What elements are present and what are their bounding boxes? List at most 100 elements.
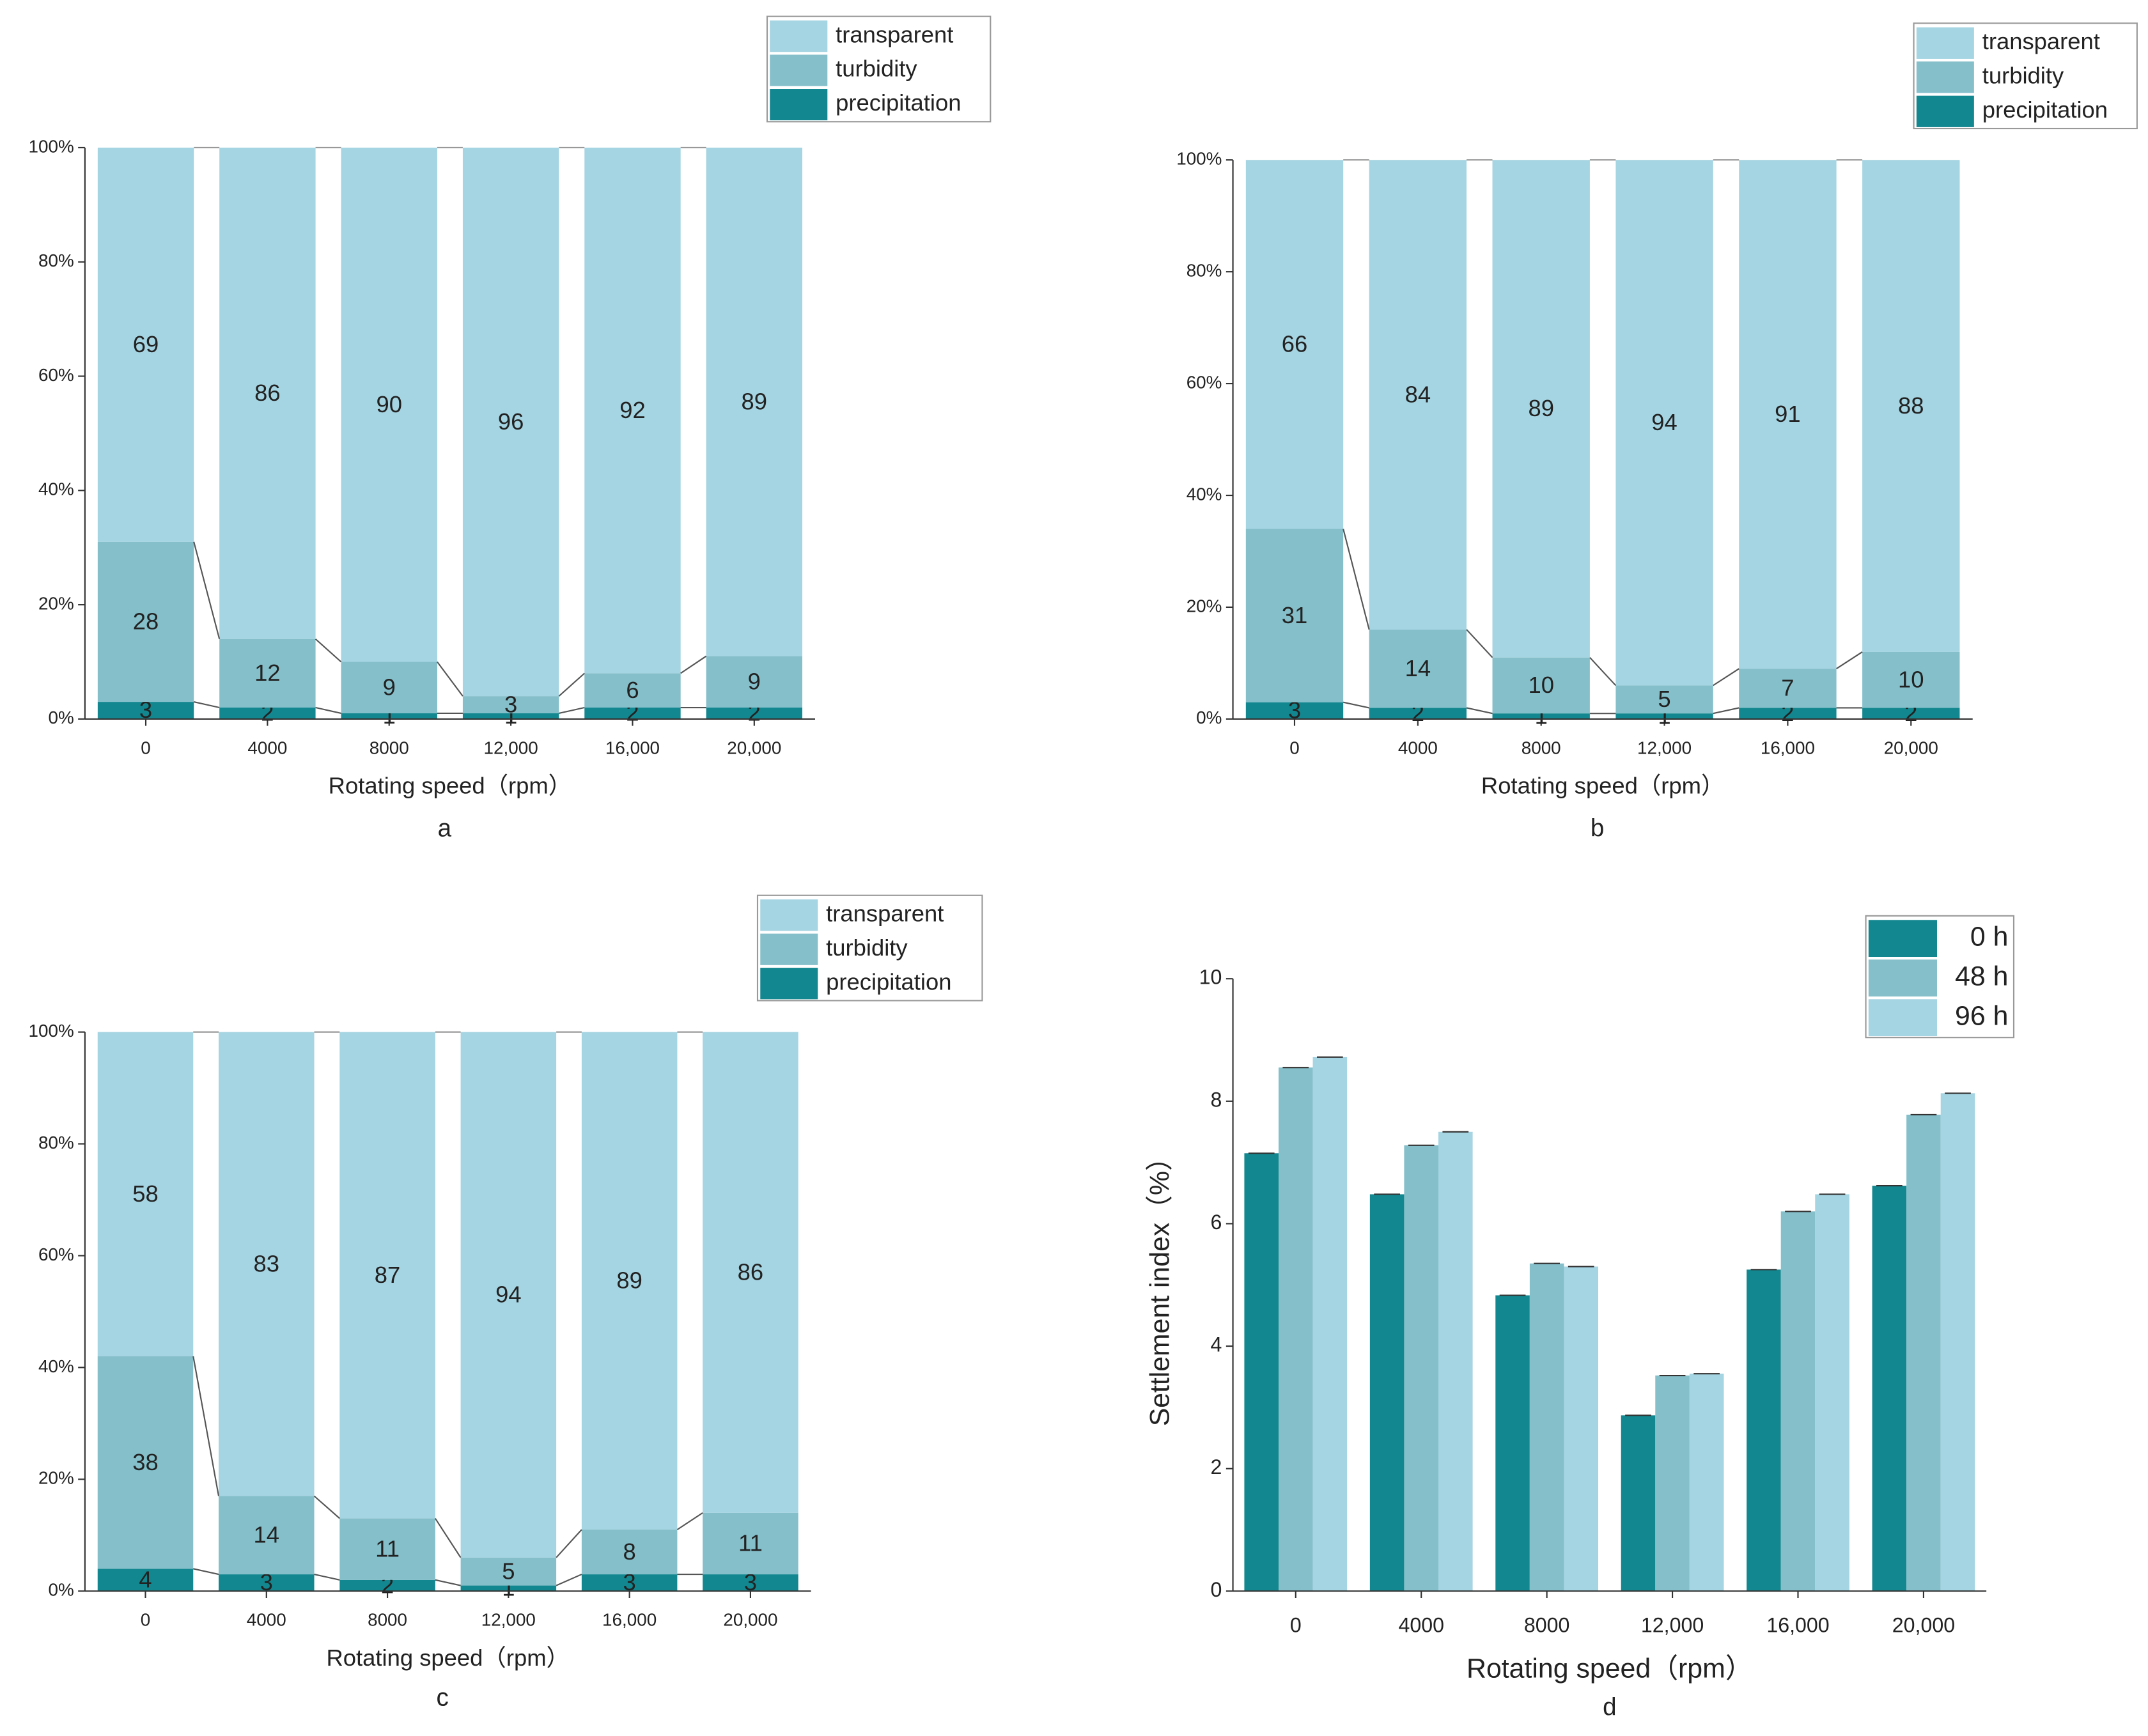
connector-line (1342, 701, 1369, 709)
legend-label: precipitation (836, 89, 961, 116)
value-label: 3 (623, 1569, 636, 1595)
value-label: 3 (260, 1569, 273, 1595)
bar-segment (703, 1032, 798, 1513)
bar-segment (581, 1574, 678, 1592)
bar-segment (97, 1356, 194, 1569)
y-tick-label: 0 (1211, 1578, 1222, 1601)
value-label: 3 (1288, 697, 1301, 724)
value-label: 5 (502, 1558, 515, 1584)
value-label: 84 (1405, 381, 1431, 407)
x-tick-label: 4000 (1398, 1613, 1444, 1636)
x-tick-label: 12,000 (1641, 1613, 1704, 1636)
bar (1689, 1374, 1724, 1592)
bar-segment (1615, 160, 1713, 686)
connector-line (192, 1356, 220, 1496)
bar-segment (97, 1032, 194, 1356)
connector-line (680, 655, 707, 674)
legend-label: precipitation (1982, 97, 2108, 123)
y-tick-label: 6 (1211, 1211, 1222, 1234)
bar-segment (1739, 160, 1837, 669)
bar-segment (219, 1032, 315, 1496)
y-tick-label: 2 (1211, 1455, 1222, 1478)
bar (1747, 1269, 1781, 1592)
bar (1906, 1114, 1941, 1592)
x-tick-label: 0 (1289, 738, 1299, 757)
bar-segment (1862, 651, 1960, 708)
bar-segment (460, 1032, 557, 1558)
value-label: 86 (254, 380, 281, 406)
value-label: 31 (1282, 602, 1308, 628)
bar-segment (1492, 657, 1590, 714)
legend-label: turbidity (1982, 62, 2064, 88)
bar-segment (219, 147, 316, 639)
bar-segment (97, 1569, 194, 1592)
value-label: 69 (133, 331, 159, 357)
x-tick-label: 20,000 (1884, 738, 1938, 757)
x-tick-label: 12,000 (481, 1610, 536, 1630)
panel-label: a (438, 814, 452, 842)
bar-segment (341, 662, 437, 713)
value-label: 6 (626, 677, 639, 703)
value-label: 83 (254, 1250, 280, 1276)
value-label: 7 (1781, 675, 1794, 701)
bar-segment (584, 673, 681, 708)
bar-segment (341, 713, 437, 719)
bar (1780, 1211, 1816, 1592)
bar-segment (706, 656, 803, 708)
x-tick-label: 16,000 (1761, 738, 1815, 757)
value-label: 9 (383, 674, 396, 700)
legend-label: transparent (1982, 28, 2100, 54)
bar (1940, 1093, 1975, 1592)
bar-segment (703, 1574, 798, 1592)
y-tick-label: 60% (38, 1244, 74, 1264)
value-label: 89 (1528, 395, 1554, 421)
value-label: 10 (1528, 672, 1554, 698)
bar (1312, 1057, 1348, 1592)
bar-segment (219, 639, 316, 708)
bar (1529, 1263, 1564, 1592)
connector-line (193, 541, 221, 640)
bar-segment (1862, 160, 1960, 652)
bar-segment (339, 1032, 435, 1519)
bar (1815, 1194, 1849, 1592)
value-label: 90 (376, 391, 402, 417)
bar (1279, 1067, 1313, 1592)
legend-swatch (1916, 95, 1974, 127)
y-tick-label: 100% (29, 1021, 74, 1041)
bar-segment (219, 1574, 315, 1592)
bar-segment (219, 1496, 315, 1575)
x-axis-label: Rotating speed（rpm） (326, 1645, 569, 1671)
y-tick-label: 40% (38, 479, 74, 499)
y-tick-label: 0% (1196, 708, 1222, 727)
bar (1564, 1266, 1598, 1592)
bar-segment (1739, 708, 1837, 719)
value-label: 58 (132, 1181, 159, 1207)
bar-segment (339, 1579, 435, 1592)
x-tick-label: 4000 (1398, 738, 1438, 757)
connector-line (676, 1512, 703, 1530)
bar-segment (1615, 713, 1713, 719)
x-tick-label: 8000 (1521, 738, 1561, 757)
connector-line (556, 1574, 582, 1586)
x-tick-label: 16,000 (605, 738, 660, 757)
x-tick-label: 0 (141, 738, 150, 757)
x-axis-label: Rotating speed（rpm） (1481, 772, 1724, 798)
bar (1621, 1415, 1656, 1592)
y-axis-label: Settlement index（%） (1144, 1143, 1175, 1426)
value-label: 86 (738, 1259, 764, 1285)
bar-segment (1369, 629, 1467, 708)
bar-segment (97, 541, 194, 702)
legend-swatch (1868, 959, 1937, 997)
bar-segment (97, 702, 194, 719)
y-tick-label: 8 (1211, 1088, 1222, 1111)
y-tick-label: 100% (1176, 149, 1222, 169)
bar-segment (706, 147, 803, 656)
legend-label: 48 h (1955, 961, 2008, 991)
legend-label: precipitation (826, 968, 951, 995)
value-label: 94 (495, 1282, 522, 1308)
x-tick-label: 8000 (370, 738, 409, 757)
legend-swatch (770, 20, 828, 52)
value-label: 96 (498, 408, 524, 435)
y-tick-label: 60% (1187, 372, 1222, 392)
value-label: 12 (254, 660, 281, 686)
